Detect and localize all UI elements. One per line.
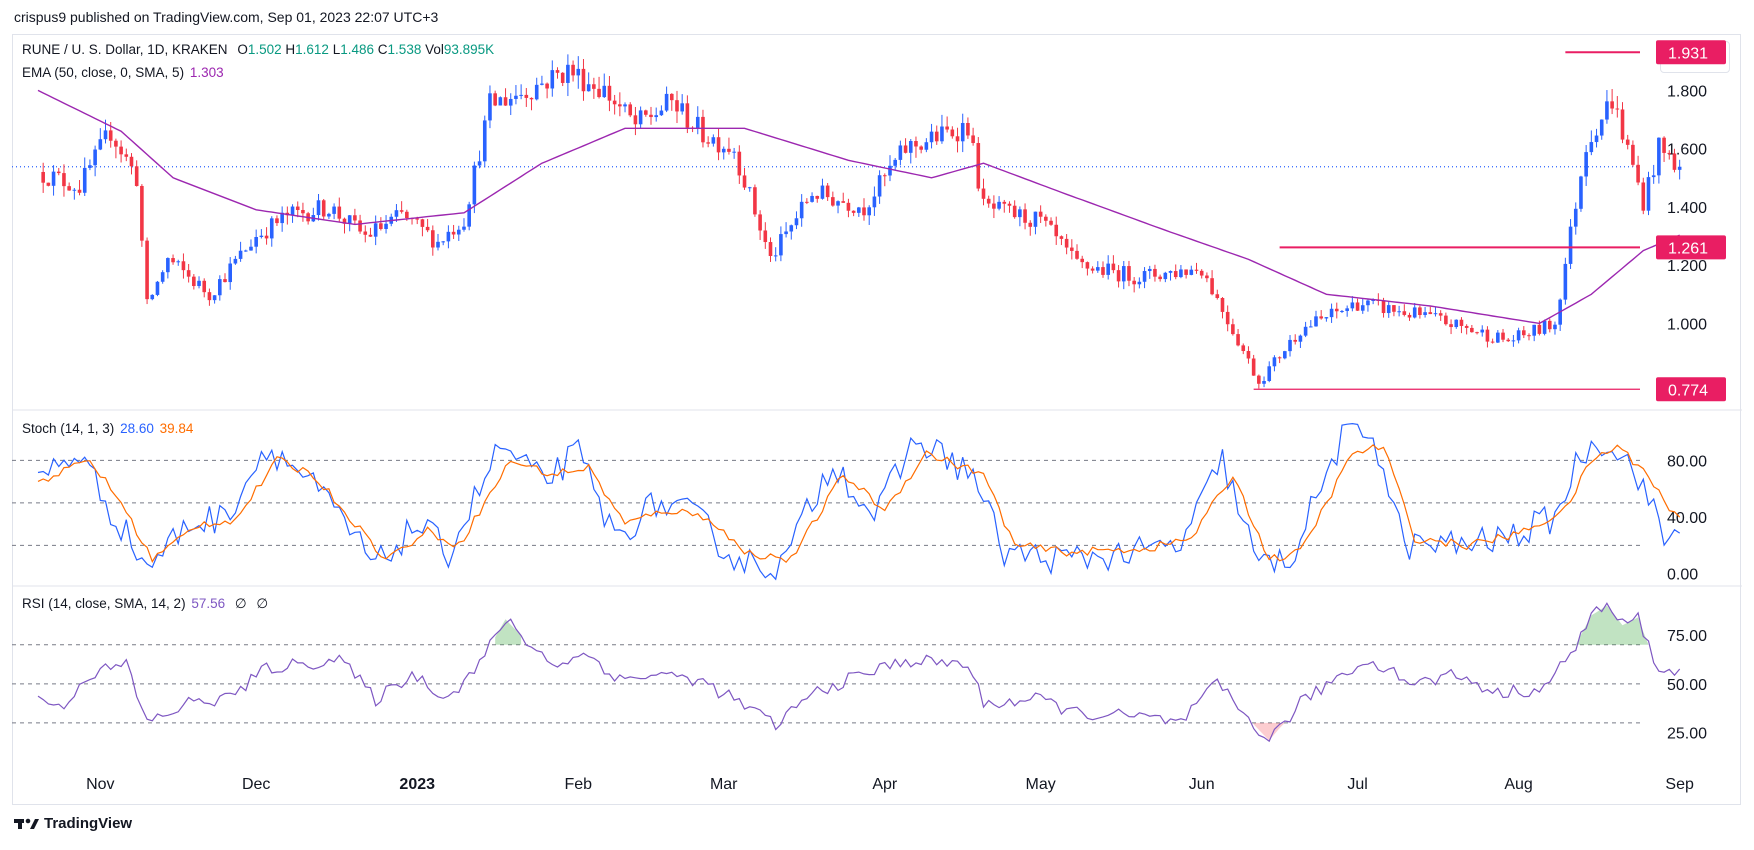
stoch-k-value: 28.60	[120, 421, 154, 436]
publisher-header: crispus9 published on TradingView.com, S…	[14, 9, 439, 25]
stoch-d-value: 39.84	[159, 421, 194, 436]
rsi-label: RSI (14, close, SMA, 14, 2)	[22, 596, 186, 611]
chart-frame	[12, 34, 1741, 805]
rsi-value: 57.56	[191, 596, 226, 611]
main-legend: RUNE / U. S. Dollar, 1D, KRAKEN O1.502 H…	[22, 42, 494, 57]
open-value: 1.502	[247, 42, 282, 57]
ema-value: 1.303	[189, 65, 224, 80]
stoch-label: Stoch (14, 1, 3)	[22, 421, 115, 436]
high-value: 1.612	[295, 42, 329, 57]
volume-label: Vol	[425, 42, 444, 57]
ema-label: EMA (50, close, 0, SMA, 5)	[22, 65, 185, 80]
currency-button[interactable]: USD	[1660, 41, 1730, 73]
rsi-signal-1: ∅	[234, 596, 247, 611]
close-label: C	[377, 42, 388, 57]
rsi-legend: RSI (14, close, SMA, 14, 2) 57.56 ∅ ∅	[22, 596, 268, 612]
tradingview-logo[interactable]: TradingView	[14, 815, 132, 832]
low-label: L	[332, 42, 341, 57]
open-label: O	[237, 42, 248, 57]
close-value: 1.538	[387, 42, 422, 57]
ema-legend: EMA (50, close, 0, SMA, 5) 1.303	[22, 65, 224, 80]
rsi-signal-2: ∅	[256, 596, 269, 611]
tradingview-logo-icon	[14, 818, 39, 829]
tradingview-brand: TradingView	[44, 815, 133, 832]
symbol-label: RUNE / U. S. Dollar, 1D, KRAKEN	[22, 42, 228, 57]
stoch-legend: Stoch (14, 1, 3) 28.60 39.84	[22, 421, 193, 436]
high-label: H	[285, 42, 296, 57]
low-value: 1.486	[340, 42, 375, 57]
volume-value: 93.895K	[443, 42, 495, 57]
